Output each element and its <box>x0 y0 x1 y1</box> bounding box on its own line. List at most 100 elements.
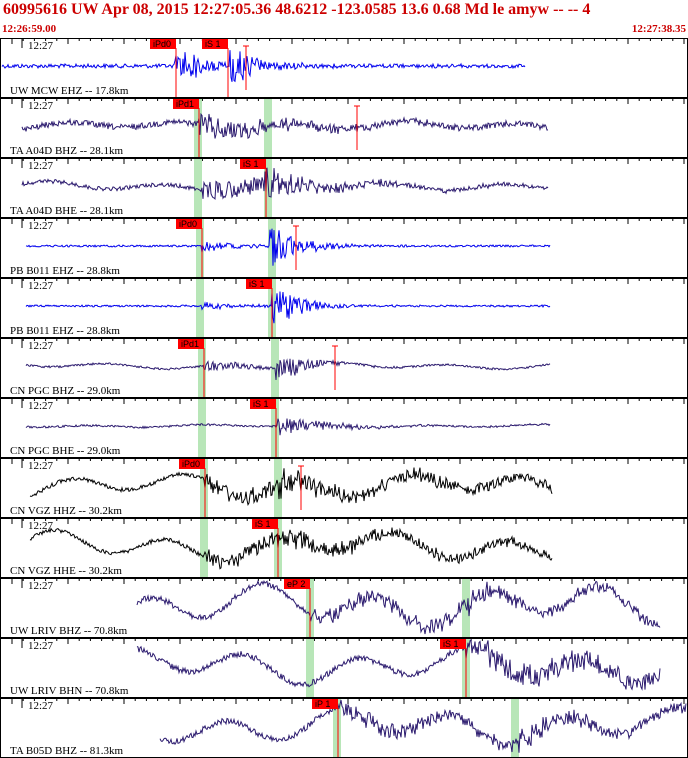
phase-pick-box[interactable] <box>440 639 466 649</box>
station-panel[interactable]: iS 1 12:27 CN VGZ HHE -- 30.2km <box>0 518 688 578</box>
panel-time-label: 12:27 <box>28 100 54 112</box>
phase-pick-box[interactable] <box>202 39 228 49</box>
seismic-trace[interactable] <box>25 358 551 381</box>
panel-tick-marks <box>11 158 685 164</box>
pick-window-band <box>198 399 206 457</box>
station-panel[interactable]: iPd0 12:27 PB B011 EHZ -- 28.8km <box>0 218 688 278</box>
phase-pick-box[interactable] <box>312 699 338 709</box>
seismic-trace[interactable] <box>21 167 549 201</box>
panel-tick-marks <box>11 638 685 644</box>
panel-tick-marks <box>11 698 685 704</box>
panel-time-label: 12:27 <box>28 400 54 412</box>
pick-window-band <box>194 99 202 157</box>
window-end-time: 12:27:38.35 <box>631 23 686 35</box>
event-header: 60995616 UW Apr 08, 2015 12:27:05.36 48.… <box>0 0 688 38</box>
panel-tick-marks <box>11 398 685 404</box>
seismic-trace[interactable] <box>159 699 687 753</box>
station-panel[interactable]: iP 1 12:27 TA B05D BHZ -- 81.3km <box>0 698 688 758</box>
station-label: UW LRIV BHN -- 70.8km <box>10 685 129 697</box>
phase-pick-box[interactable] <box>246 279 272 289</box>
phase-pick-label: iS 1 <box>255 519 271 529</box>
panel-time-label: 12:27 <box>28 520 54 532</box>
station-panel[interactable]: iPd1 12:27 TA A04D BHZ -- 28.1km <box>0 98 688 158</box>
station-panel[interactable]: iS 1 12:27 PB B011 EHZ -- 28.8km <box>0 278 688 338</box>
panel-time-label: 12:27 <box>28 460 54 472</box>
phase-pick-label: iPd1 <box>181 339 199 349</box>
pick-window-band <box>511 699 519 757</box>
pick-window-band <box>200 459 208 517</box>
phase-pick-box[interactable] <box>176 219 202 229</box>
panel-tick-marks <box>11 278 685 284</box>
phase-pick-box[interactable] <box>179 459 205 469</box>
panel-time-label: 12:27 <box>28 580 54 592</box>
phase-pick-box[interactable] <box>240 159 266 169</box>
window-start-time: 12:26:59.00 <box>2 23 57 35</box>
panel-time-label: 12:27 <box>28 280 54 292</box>
panel-tick-marks <box>11 578 685 584</box>
panel-time-label: 12:27 <box>28 160 54 172</box>
station-label: CN PGC BHZ -- 29.0km <box>10 385 121 397</box>
station-panel[interactable]: iPd0 iS 1 12:27 UW MCW EHZ -- 17.8km <box>0 38 688 98</box>
phase-pick-label: iPd1 <box>176 99 194 109</box>
panel-time-label: 12:27 <box>28 340 54 352</box>
pick-window-band <box>271 339 279 397</box>
station-label: CN PGC BHE -- 29.0km <box>10 445 121 457</box>
seismic-trace[interactable] <box>136 579 661 635</box>
phase-pick-box[interactable] <box>252 519 278 529</box>
pick-window-band <box>271 399 279 457</box>
station-label: UW MCW EHZ -- 17.8km <box>10 85 129 97</box>
panel-tick-marks <box>11 518 685 524</box>
panel-tick-marks <box>11 458 685 464</box>
pick-window-band <box>200 519 208 577</box>
panel-tick-marks <box>11 38 685 44</box>
panel-tick-marks <box>11 338 685 344</box>
seismic-trace[interactable] <box>29 467 553 506</box>
station-label: CN VGZ HHE -- 30.2km <box>10 565 122 577</box>
phase-pick-label: iPd0 <box>179 219 197 229</box>
phase-pick-label: iP 1 <box>315 699 330 709</box>
phase-pick-box[interactable] <box>284 579 310 589</box>
seismic-trace[interactable] <box>29 527 553 570</box>
station-label: TA B05D BHZ -- 81.3km <box>10 745 124 757</box>
station-label: PB B011 EHZ -- 28.8km <box>10 325 120 337</box>
pick-window-band <box>194 159 202 217</box>
seismic-trace[interactable] <box>25 291 551 324</box>
pick-window-band <box>196 219 204 277</box>
phase-pick-label: iS 1 <box>443 639 459 649</box>
station-label: TA A04D BHZ -- 28.1km <box>10 145 124 157</box>
station-label: CN VGZ HHZ -- 30.2km <box>10 505 122 517</box>
panel-time-label: 12:27 <box>28 700 54 712</box>
station-label: PB B011 EHZ -- 28.8km <box>10 265 120 277</box>
panel-time-label: 12:27 <box>28 40 54 52</box>
phase-pick-box[interactable] <box>150 39 176 49</box>
phase-pick-box[interactable] <box>178 339 204 349</box>
station-panel[interactable]: iPd0 12:27 CN VGZ HHZ -- 30.2km <box>0 458 688 518</box>
pick-window-band <box>306 639 314 697</box>
station-panel[interactable]: iS 1 12:27 UW LRIV BHN -- 70.8km <box>0 638 688 698</box>
phase-pick-label: iS 1 <box>249 279 265 289</box>
station-panel[interactable]: iS 1 12:27 CN PGC BHE -- 29.0km <box>0 398 688 458</box>
panel-tick-marks <box>11 218 685 224</box>
seismic-trace[interactable] <box>136 639 661 691</box>
event-title: 60995616 UW Apr 08, 2015 12:27:05.36 48.… <box>3 1 591 18</box>
pick-window-band <box>196 279 204 337</box>
seismic-trace[interactable] <box>21 112 549 140</box>
phase-pick-label: iPd0 <box>182 459 200 469</box>
phase-pick-label: iS 1 <box>205 39 221 49</box>
station-panel[interactable]: eP 2 12:27 UW LRIV BHZ -- 70.8km <box>0 578 688 638</box>
panel-tick-marks <box>11 98 685 104</box>
seismic-trace[interactable] <box>25 228 551 266</box>
station-panel[interactable]: iS 1 12:27 TA A04D BHE -- 28.1km <box>0 158 688 218</box>
seismic-trace[interactable] <box>25 418 551 436</box>
pick-window-band <box>264 99 272 157</box>
phase-pick-box[interactable] <box>173 99 199 109</box>
pick-window-band <box>333 699 341 757</box>
pick-window-band <box>198 339 206 397</box>
station-label: UW LRIV BHZ -- 70.8km <box>10 625 128 637</box>
phase-pick-box[interactable] <box>250 399 276 409</box>
phase-pick-label: iS 1 <box>253 399 269 409</box>
phase-pick-label: eP 2 <box>287 579 305 589</box>
station-panel[interactable]: iPd1 12:27 CN PGC BHZ -- 29.0km <box>0 338 688 398</box>
seismic-trace[interactable] <box>1 50 526 83</box>
